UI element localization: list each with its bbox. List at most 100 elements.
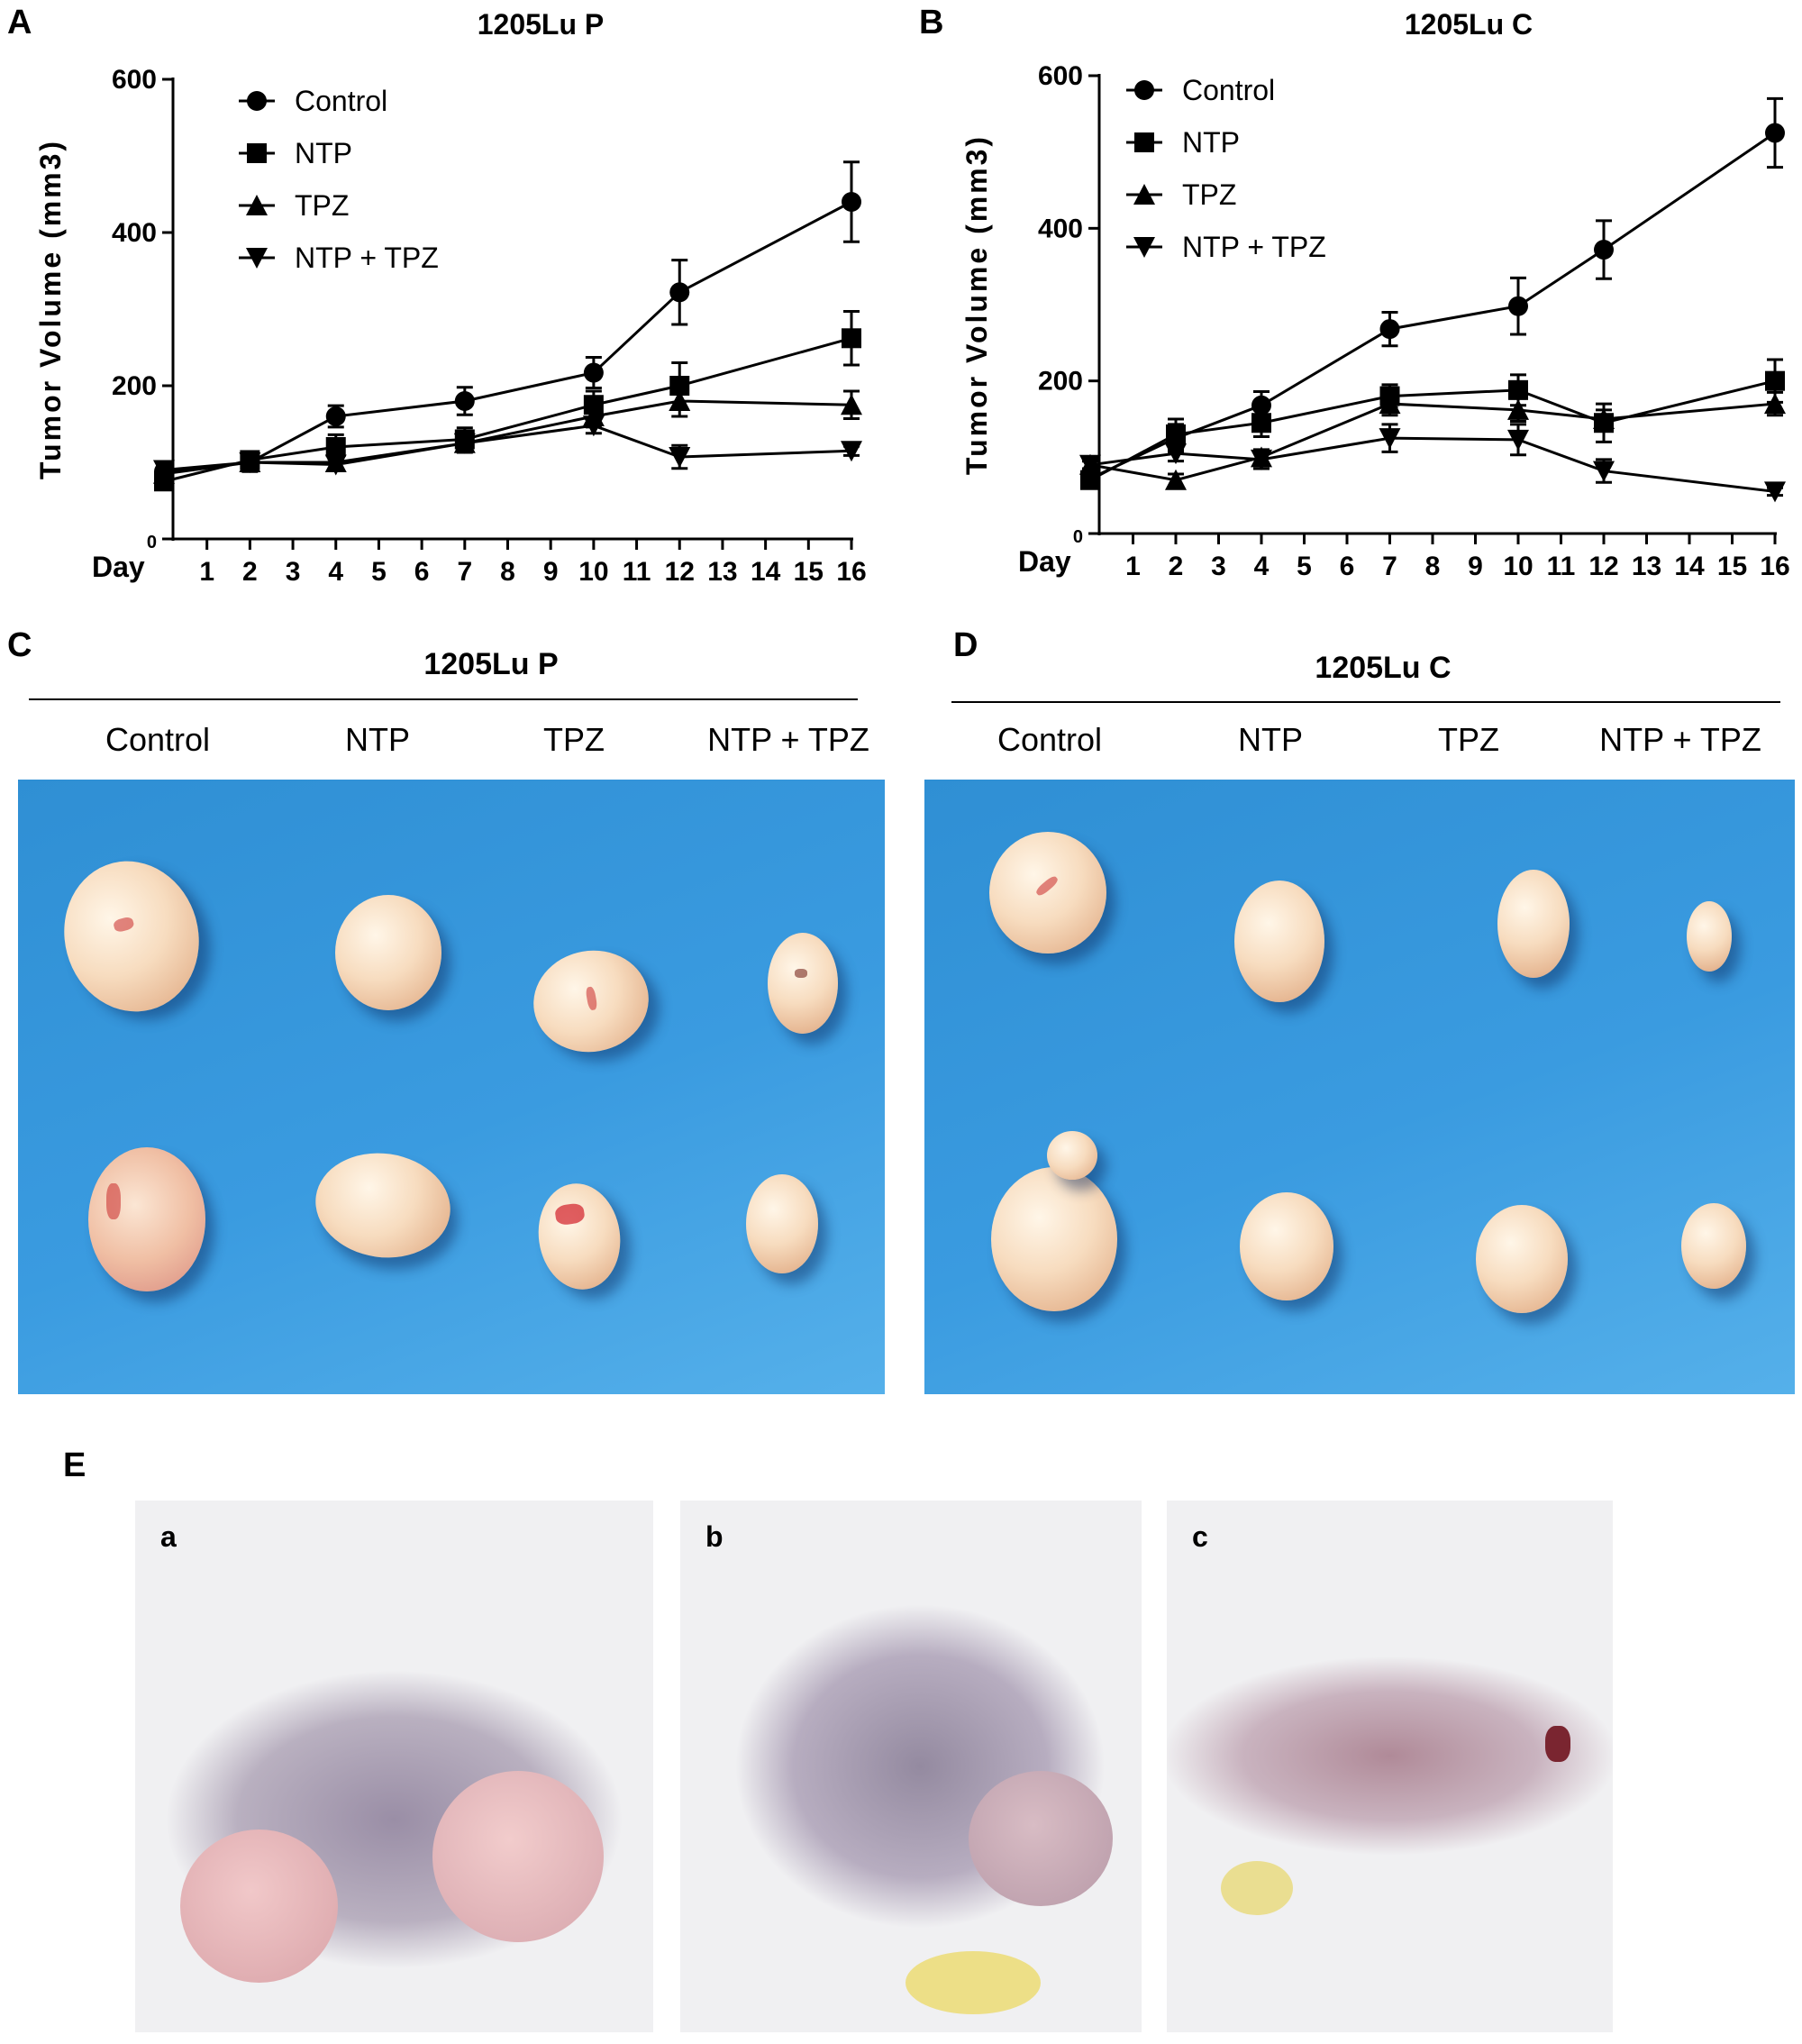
series-line-tpz bbox=[1089, 402, 1776, 482]
x-tick-label-8: 8 bbox=[500, 557, 515, 587]
point-ntp-tpz bbox=[1251, 449, 1272, 470]
tumor-d-tpz-2 bbox=[1476, 1205, 1568, 1313]
tumor-c-ntp-2 bbox=[308, 1145, 458, 1266]
legend-label-tpz: TPZ bbox=[1182, 178, 1236, 211]
x-tick-label-16: 16 bbox=[836, 557, 866, 587]
x-tick-label-7: 7 bbox=[1382, 552, 1397, 581]
x-tick-label-10: 10 bbox=[1503, 552, 1533, 581]
tumor-bump-left bbox=[180, 1830, 338, 1983]
legend-marker-tpz bbox=[246, 195, 268, 215]
y-tick-label-0: 0 bbox=[147, 533, 157, 552]
panel-c-label-ntp-tpz: NTP + TPZ bbox=[707, 721, 869, 758]
point-ntp bbox=[1166, 424, 1186, 444]
panel-c-title: 1205Lu P bbox=[423, 647, 559, 681]
point-ntp-tpz bbox=[1165, 443, 1187, 465]
point-ntp-tpz bbox=[153, 460, 175, 481]
x-tick-label-8: 8 bbox=[1425, 552, 1441, 581]
mouse-photo-a: a bbox=[135, 1501, 653, 2032]
x-tick-label-5: 5 bbox=[371, 557, 387, 587]
panel-letter-c: C bbox=[7, 626, 32, 664]
series-line-ntp-tpz bbox=[163, 424, 852, 471]
y-axis-label: Tumor Volume (mm3) bbox=[34, 139, 67, 479]
yellow-stain-c bbox=[1221, 1861, 1293, 1915]
point-tpz bbox=[1165, 469, 1187, 490]
y-tick-label-600: 600 bbox=[112, 65, 157, 95]
point-control bbox=[325, 406, 346, 426]
legend-marker-ntp-tpz bbox=[246, 248, 268, 269]
panel-d-rule bbox=[951, 701, 1780, 703]
point-control bbox=[454, 391, 475, 411]
panel-c-label-control: Control bbox=[105, 721, 211, 758]
x-tick-label-7: 7 bbox=[457, 557, 472, 587]
panel-d-label-control: Control bbox=[997, 721, 1103, 758]
tumor-d-control-2a bbox=[991, 1167, 1117, 1311]
point-ntp-tpz bbox=[1764, 481, 1786, 503]
point-control bbox=[669, 282, 690, 303]
point-control bbox=[1508, 296, 1528, 316]
x-tick-label-16: 16 bbox=[1760, 552, 1789, 581]
x-tick-label-5: 5 bbox=[1297, 552, 1312, 581]
x-tick-label-1: 1 bbox=[199, 557, 214, 587]
point-ntp-tpz bbox=[453, 433, 476, 454]
point-tpz bbox=[1507, 398, 1529, 420]
mouse-photo-c: c bbox=[1167, 1501, 1613, 2032]
tumor-d-control-1 bbox=[989, 832, 1106, 954]
panel-c-label-ntp: NTP bbox=[345, 721, 410, 758]
tumor-d-ntp-1 bbox=[1234, 881, 1324, 1002]
legend-label-tpz: TPZ bbox=[295, 189, 349, 222]
tumor-c-ntp-1 bbox=[335, 895, 441, 1010]
tumor-d-ntptpz-2 bbox=[1681, 1203, 1746, 1289]
tumor-d-ntp-2 bbox=[1240, 1192, 1333, 1300]
x-tick-label-12: 12 bbox=[665, 557, 695, 587]
legend-label-ntp-tpz: NTP + TPZ bbox=[1182, 231, 1326, 263]
panel-letter-e: E bbox=[63, 1446, 86, 1484]
tumor-c-tpz-1 bbox=[525, 941, 657, 1062]
x-tick-label-3: 3 bbox=[1211, 552, 1226, 581]
legend-label-control: Control bbox=[1182, 74, 1275, 106]
yellow-stain-b bbox=[906, 1951, 1041, 2014]
x-tick-label-6: 6 bbox=[414, 557, 430, 587]
panel-letter-a: A bbox=[7, 4, 32, 41]
y-tick-label-200: 200 bbox=[1038, 367, 1083, 397]
x-tick-label-9: 9 bbox=[1468, 552, 1483, 581]
point-tpz bbox=[841, 394, 862, 415]
legend-marker-ntp bbox=[247, 143, 267, 163]
tumor-c-ntptpz-2 bbox=[746, 1174, 818, 1273]
point-control bbox=[583, 362, 604, 383]
x-axis-label: Day bbox=[92, 551, 145, 583]
tumor-d-control-2b bbox=[1047, 1131, 1097, 1180]
panel-d-label-tpz: TPZ bbox=[1438, 721, 1499, 758]
x-tick-label-4: 4 bbox=[1254, 552, 1270, 581]
tumor-bump-b bbox=[969, 1771, 1113, 1906]
chart-title: 1205Lu P bbox=[478, 8, 605, 41]
panel-d-title: 1205Lu C bbox=[1315, 651, 1452, 685]
point-control bbox=[842, 192, 861, 212]
x-tick-label-14: 14 bbox=[751, 557, 781, 587]
mouse-photo-b: b bbox=[680, 1501, 1142, 2032]
point-ntp-tpz bbox=[1593, 461, 1615, 482]
point-ntp bbox=[1251, 413, 1271, 433]
x-tick-label-12: 12 bbox=[1588, 552, 1618, 581]
sub-label-a: a bbox=[160, 1520, 177, 1553]
y-tick-label-400: 400 bbox=[112, 218, 157, 248]
tumor-c-control-1 bbox=[47, 845, 216, 1027]
point-tpz bbox=[1764, 393, 1786, 415]
legend-label-ntp: NTP bbox=[295, 137, 352, 169]
point-control bbox=[1379, 319, 1400, 340]
series-line-ntp bbox=[163, 336, 852, 483]
point-tpz bbox=[1379, 393, 1401, 415]
x-tick-label-11: 11 bbox=[623, 557, 651, 587]
point-ntp bbox=[1765, 370, 1785, 391]
x-tick-label-11: 11 bbox=[1547, 552, 1576, 581]
x-tick-label-1: 1 bbox=[1125, 552, 1141, 581]
legend-marker-control bbox=[1134, 80, 1154, 100]
x-tick-label-4: 4 bbox=[328, 557, 343, 587]
x-tick-label-13: 13 bbox=[707, 557, 737, 587]
x-tick-label-15: 15 bbox=[1717, 552, 1747, 581]
x-tick-label-10: 10 bbox=[578, 557, 608, 587]
legend-label-ntp-tpz: NTP + TPZ bbox=[295, 242, 439, 274]
panel-c-label-tpz: TPZ bbox=[543, 721, 605, 758]
point-ntp-tpz bbox=[669, 447, 691, 469]
